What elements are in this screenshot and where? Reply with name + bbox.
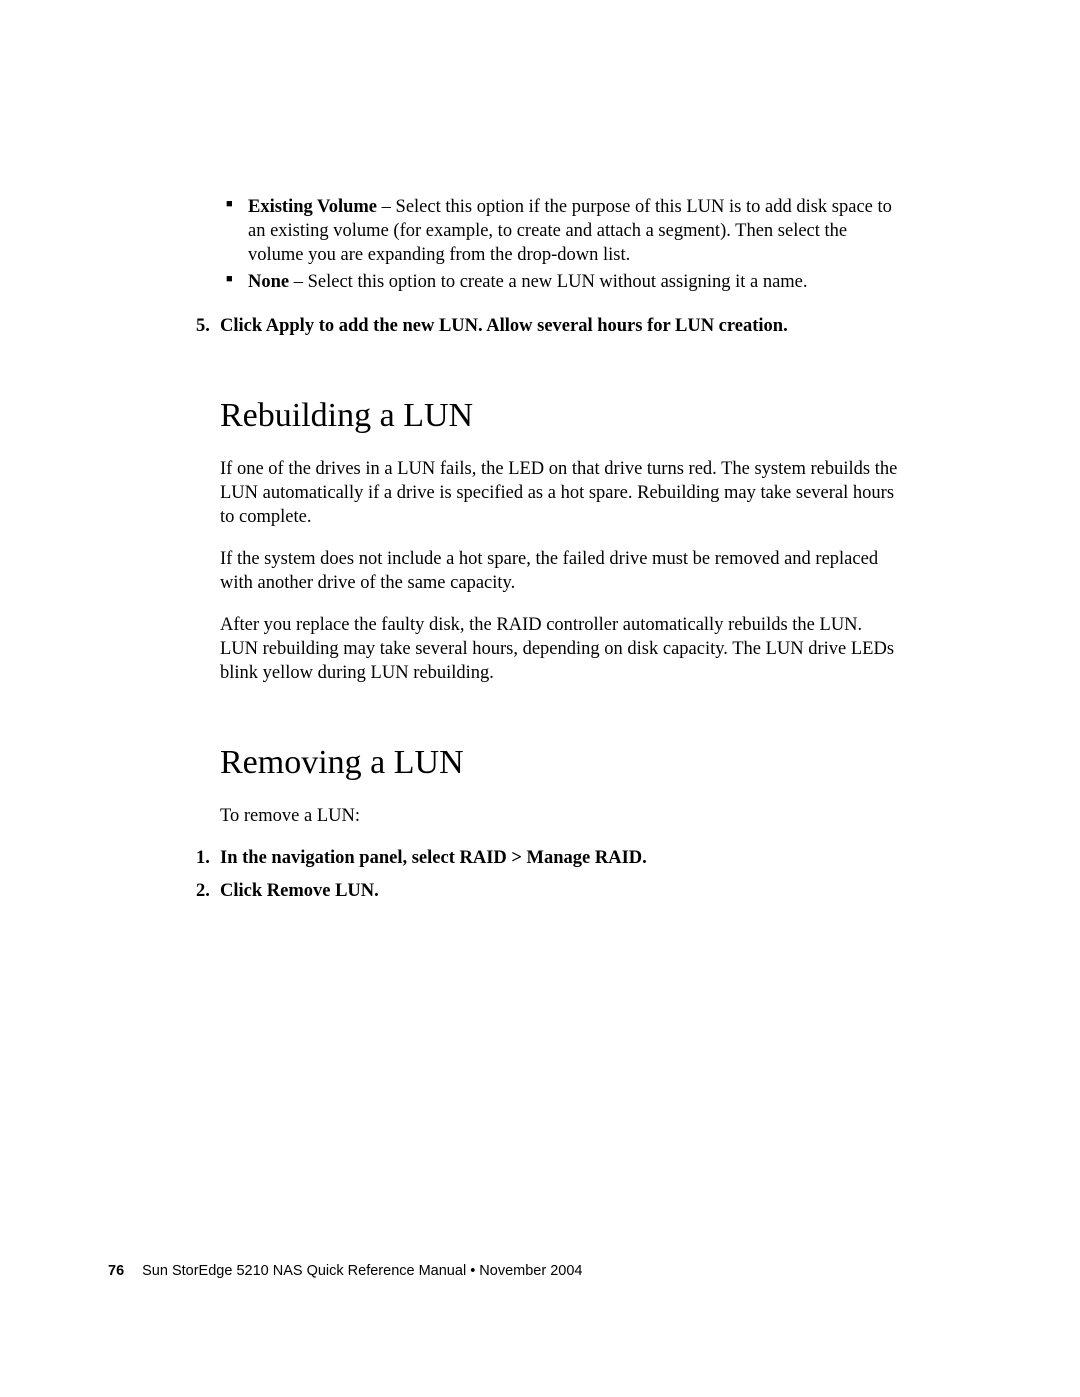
step-number: 5. — [196, 314, 210, 339]
removing-step-1: 1. In the navigation panel, select RAID … — [196, 846, 900, 871]
page-content: Existing Volume – Select this option if … — [220, 195, 900, 912]
footer-doc-title: Sun StorEdge 5210 NAS Quick Reference Ma… — [142, 1263, 582, 1279]
page-number: 76 — [108, 1263, 124, 1279]
step-text: Click Remove LUN. — [220, 881, 379, 901]
rebuilding-para-2: If the system does not include a hot spa… — [220, 547, 900, 595]
removing-intro: To remove a LUN: — [220, 804, 900, 828]
bullet-label: Existing Volume — [248, 197, 377, 217]
rebuilding-para-3: After you replace the faulty disk, the R… — [220, 613, 900, 685]
step-5: 5. Click Apply to add the new LUN. Allow… — [196, 314, 900, 339]
bullet-none: None – Select this option to create a ne… — [220, 270, 900, 294]
step-text: Click Apply to add the new LUN. Allow se… — [220, 316, 788, 336]
bullet-text: – Select this option to create a new LUN… — [289, 272, 807, 292]
heading-removing: Removing a LUN — [220, 744, 900, 782]
page-footer: 76 Sun StorEdge 5210 NAS Quick Reference … — [108, 1263, 582, 1279]
bullet-existing-volume: Existing Volume – Select this option if … — [220, 195, 900, 267]
step-number: 2. — [196, 879, 210, 904]
rebuilding-para-1: If one of the drives in a LUN fails, the… — [220, 457, 900, 529]
step-number: 1. — [196, 846, 210, 871]
heading-rebuilding: Rebuilding a LUN — [220, 397, 900, 435]
step-text: In the navigation panel, select RAID > M… — [220, 848, 647, 868]
option-bullet-list: Existing Volume – Select this option if … — [220, 195, 900, 294]
removing-step-2: 2. Click Remove LUN. — [196, 879, 900, 904]
bullet-label: None — [248, 272, 289, 292]
